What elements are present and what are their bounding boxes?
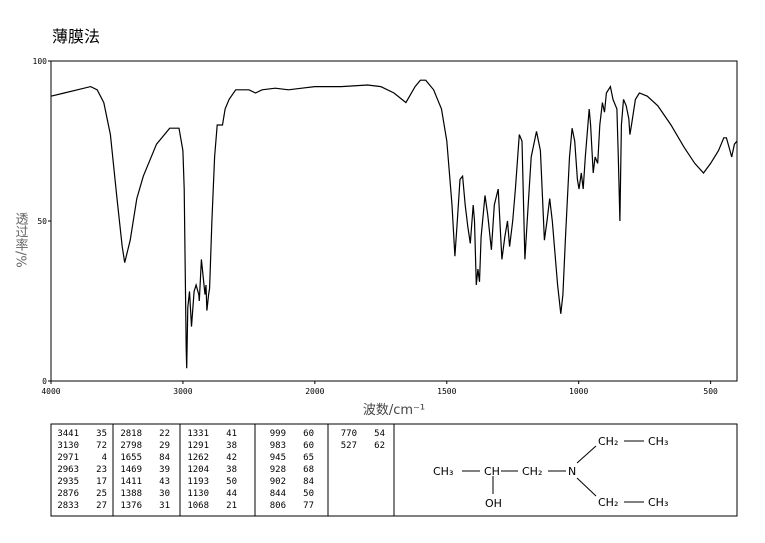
peak-wavenumber: 2971 (57, 453, 79, 463)
peak-transmittance: 23 (96, 465, 107, 475)
x-tick-label: 4000 (41, 387, 60, 396)
y-tick-label: 100 (33, 57, 48, 66)
peak-wavenumber: 806 (270, 501, 286, 511)
x-tick-label: 1000 (569, 387, 588, 396)
peak-transmittance: 65 (303, 453, 314, 463)
x-tick-label: 2000 (305, 387, 324, 396)
peak-wavenumber: 2876 (57, 489, 79, 499)
peak-wavenumber: 1262 (187, 453, 209, 463)
peak-wavenumber: 2798 (120, 441, 142, 451)
peak-transmittance: 35 (96, 429, 107, 439)
chem-group: CH (484, 465, 500, 478)
y-tick-label: 50 (37, 217, 47, 226)
peak-transmittance: 27 (96, 501, 107, 511)
peak-transmittance: 50 (303, 489, 314, 499)
peak-wavenumber: 3130 (57, 441, 79, 451)
x-tick-label: 1500 (437, 387, 456, 396)
peak-wavenumber: 2833 (57, 501, 79, 511)
peak-transmittance: 41 (226, 429, 237, 439)
peak-wavenumber: 983 (270, 441, 286, 451)
peak-transmittance: 60 (303, 429, 314, 439)
peak-wavenumber: 1411 (120, 477, 142, 487)
peak-transmittance: 43 (159, 477, 170, 487)
x-axis-label: 波数/cm⁻¹ (363, 403, 425, 418)
peak-wavenumber: 770 (341, 429, 357, 439)
peak-wavenumber: 1376 (120, 501, 142, 511)
spectrum-line (50, 79, 738, 369)
peak-transmittance: 17 (96, 477, 107, 487)
peak-transmittance: 68 (303, 465, 314, 475)
y-axis-label: 透过率/% (13, 212, 29, 268)
peak-transmittance: 29 (159, 441, 170, 451)
peak-transmittance: 77 (303, 501, 314, 511)
peak-wavenumber: 1331 (187, 429, 209, 439)
bonds (462, 440, 644, 503)
peak-transmittance: 31 (159, 501, 170, 511)
chem-group: CH₂ (598, 496, 618, 509)
peak-wavenumber: 1130 (187, 489, 209, 499)
peak-transmittance: 54 (374, 429, 385, 439)
chem-group: CH₂ (522, 465, 542, 478)
peak-transmittance: 22 (159, 429, 170, 439)
chem-group: CH₃ (648, 496, 668, 509)
peak-wavenumber: 1193 (187, 477, 209, 487)
peak-wavenumber: 928 (270, 465, 286, 475)
peak-wavenumber: 945 (270, 453, 286, 463)
peak-wavenumber: 3441 (57, 429, 79, 439)
peak-transmittance: 84 (159, 453, 170, 463)
peak-transmittance: 60 (303, 441, 314, 451)
chem-group: CH₃ (648, 435, 668, 448)
peak-wavenumber: 999 (270, 429, 286, 439)
peak-transmittance: 84 (303, 477, 314, 487)
peak-wavenumber: 1469 (120, 465, 142, 475)
peak-wavenumber: 902 (270, 477, 286, 487)
chart-title: 薄膜法 (52, 27, 100, 46)
peak-transmittance: 38 (226, 465, 237, 475)
peak-transmittance: 62 (374, 441, 385, 451)
peak-transmittance: 44 (226, 489, 237, 499)
peak-wavenumber: 1291 (187, 441, 209, 451)
peak-transmittance: 4 (102, 453, 107, 463)
peak-transmittance: 72 (96, 441, 107, 451)
table-dividers (112, 424, 395, 516)
chem-group: OH (485, 497, 502, 510)
peak-wavenumber: 1655 (120, 453, 142, 463)
peak-transmittance: 25 (96, 489, 107, 499)
y-tick-label: 0 (42, 377, 47, 386)
peak-transmittance: 38 (226, 441, 237, 451)
chem-atom: N (568, 465, 576, 478)
peak-wavenumber: 1388 (120, 489, 142, 499)
peak-wavenumber: 2818 (120, 429, 142, 439)
peak-transmittance: 21 (226, 501, 237, 511)
chem-group: CH₃ (433, 465, 453, 478)
peak-transmittance: 39 (159, 465, 170, 475)
peak-transmittance: 30 (159, 489, 170, 499)
peak-transmittance: 50 (226, 477, 237, 487)
x-tick-label: 500 (703, 387, 718, 396)
peak-transmittance: 42 (226, 453, 237, 463)
peak-wavenumber: 1204 (187, 465, 209, 475)
peak-wavenumber: 527 (341, 441, 357, 451)
structure: CH₃ CH CH₂ N OH CH₂ CH₃ CH₂ CH₃ (433, 435, 668, 510)
peak-wavenumber: 844 (270, 489, 286, 499)
peak-wavenumber: 1068 (187, 501, 209, 511)
chem-group: CH₂ (598, 435, 618, 448)
peak-wavenumber: 2963 (57, 465, 79, 475)
peak-wavenumber: 2935 (57, 477, 79, 487)
x-tick-label: 3000 (173, 387, 192, 396)
